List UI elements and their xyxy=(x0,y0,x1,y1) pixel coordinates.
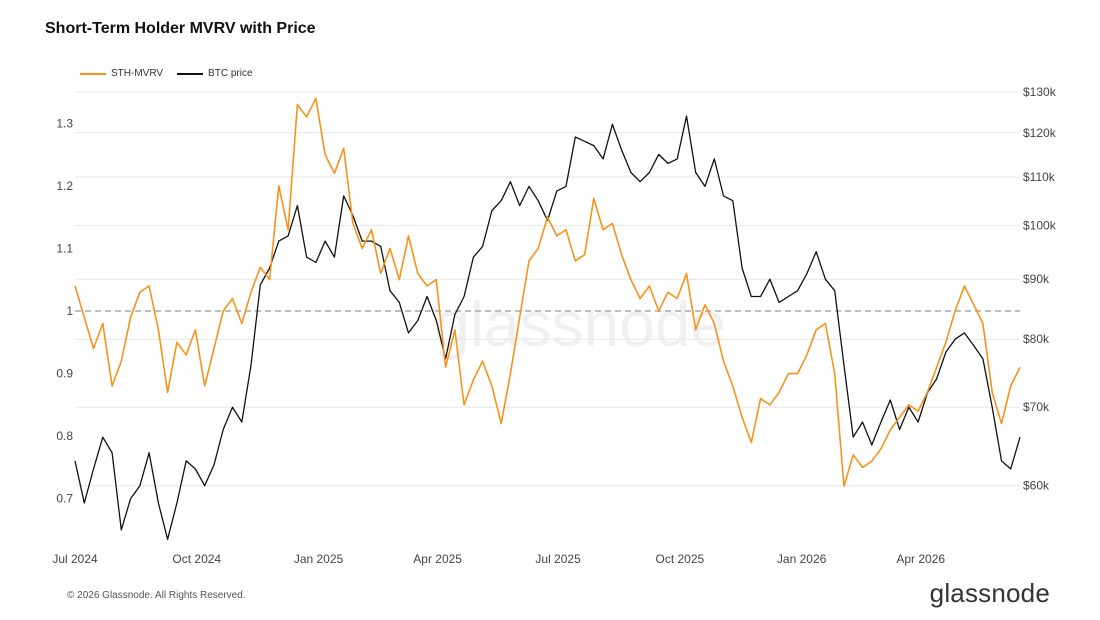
x-tick-label: Jul 2025 xyxy=(535,552,581,566)
sth-mvrv-line xyxy=(74,97,1021,488)
y-right-tick-label: $100k xyxy=(1023,219,1057,233)
y-right-tick-label: $90k xyxy=(1023,272,1050,286)
btc-price-line xyxy=(74,115,1021,540)
y-right-tick-label: $70k xyxy=(1023,400,1050,414)
copyright-footer: © 2026 Glassnode. All Rights Reserved. xyxy=(67,590,246,601)
legend-label-btc-price: BTC price xyxy=(208,68,253,79)
y-axis-left: 0.7 0.8 0.9 1 1.1 1.2 1.3 xyxy=(56,116,73,505)
y-right-tick-label: $60k xyxy=(1023,479,1050,493)
glassnode-logo: glassnode xyxy=(929,578,1050,608)
y-left-tick-label: 1 xyxy=(66,304,73,318)
chart-legend: STH-MVRV BTC price xyxy=(80,68,253,79)
y-left-tick-label: 1.3 xyxy=(56,116,73,130)
x-tick-label: Apr 2026 xyxy=(896,552,945,566)
y-left-tick-label: 0.7 xyxy=(56,492,73,506)
legend-swatch-btc-price xyxy=(177,72,204,75)
x-tick-label: Apr 2025 xyxy=(413,552,462,566)
x-tick-label: Jan 2026 xyxy=(777,552,827,566)
y-right-tick-label: $110k xyxy=(1023,170,1056,184)
y-left-tick-label: 0.8 xyxy=(56,429,73,443)
y-right-tick-label: $120k xyxy=(1023,126,1057,140)
x-tick-label: Jan 2025 xyxy=(294,552,344,566)
y-right-tick-label: $80k xyxy=(1023,332,1050,346)
y-left-tick-label: 0.9 xyxy=(56,367,73,381)
legend-item-btc-price[interactable]: BTC price xyxy=(177,68,253,79)
y-right-tick-label: $130k xyxy=(1023,85,1057,99)
x-tick-label: Oct 2024 xyxy=(172,552,221,566)
series-layer xyxy=(74,97,1021,540)
x-tick-label: Oct 2025 xyxy=(656,552,705,566)
y-left-tick-label: 1.2 xyxy=(56,179,73,193)
legend-swatch-sth-mvrv xyxy=(80,72,106,75)
chart-title: Short-Term Holder MVRV with Price xyxy=(45,20,316,37)
x-tick-label: Jul 2024 xyxy=(52,552,98,566)
x-axis: Jul 2024 Oct 2024 Jan 2025 Apr 2025 Jul 2025… xyxy=(52,552,945,566)
chart-watermark: glassnode xyxy=(434,288,726,360)
y-left-tick-label: 1.1 xyxy=(56,241,73,255)
y-axis-right: $60k $70k $80k $90k $100k $110k $120k $130k xyxy=(1023,85,1057,493)
legend-item-sth-mvrv[interactable]: STH-MVRV xyxy=(80,68,163,79)
legend-label-sth-mvrv: STH-MVRV xyxy=(111,68,164,79)
